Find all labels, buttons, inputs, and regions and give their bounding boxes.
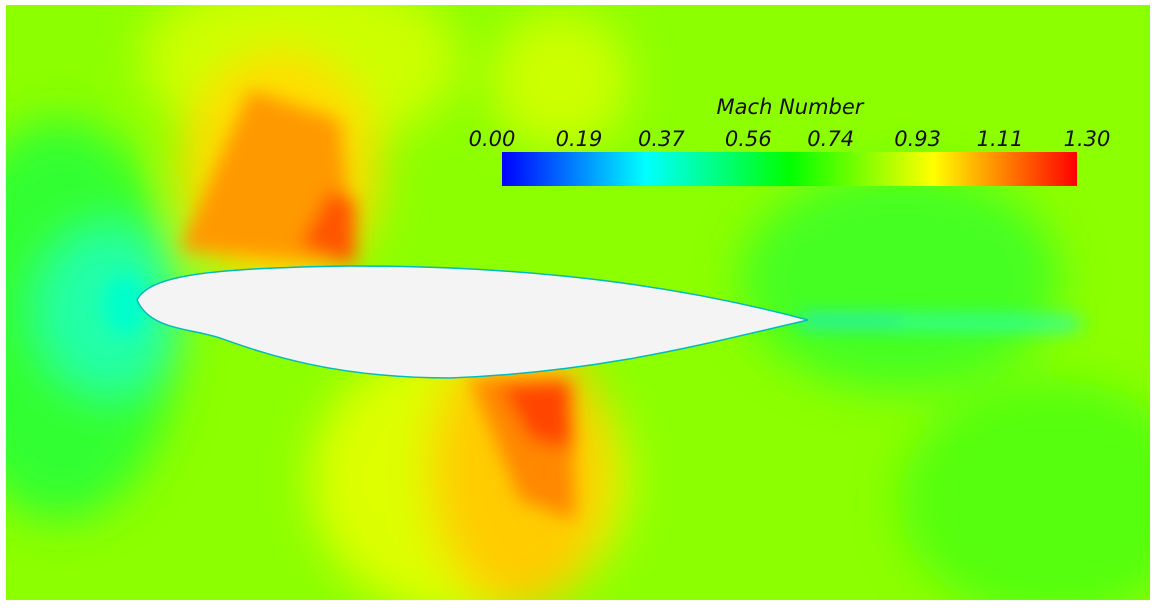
colorbar-title: Mach Number (717, 95, 865, 119)
colorbar-tick-label: 1.30 (1064, 127, 1111, 151)
colorbar-tick-label: 0.56 (725, 127, 772, 151)
colorbar-tick-label: 0.74 (807, 127, 854, 151)
colorbar-tick-label: 1.11 (977, 127, 1024, 151)
colorbar (502, 152, 1077, 186)
chart: Mach Number 0.00 0.19 0.37 0.56 0.74 0.93 1.11… (0, 0, 1156, 605)
colorbar-tick-label: 0.93 (894, 127, 941, 151)
mach-field (0, 0, 1156, 605)
colorbar-tick-label: 0.00 (469, 127, 516, 151)
colorbar-tick-label: 0.19 (556, 127, 603, 151)
colorbar-tick-label: 0.37 (638, 127, 685, 151)
